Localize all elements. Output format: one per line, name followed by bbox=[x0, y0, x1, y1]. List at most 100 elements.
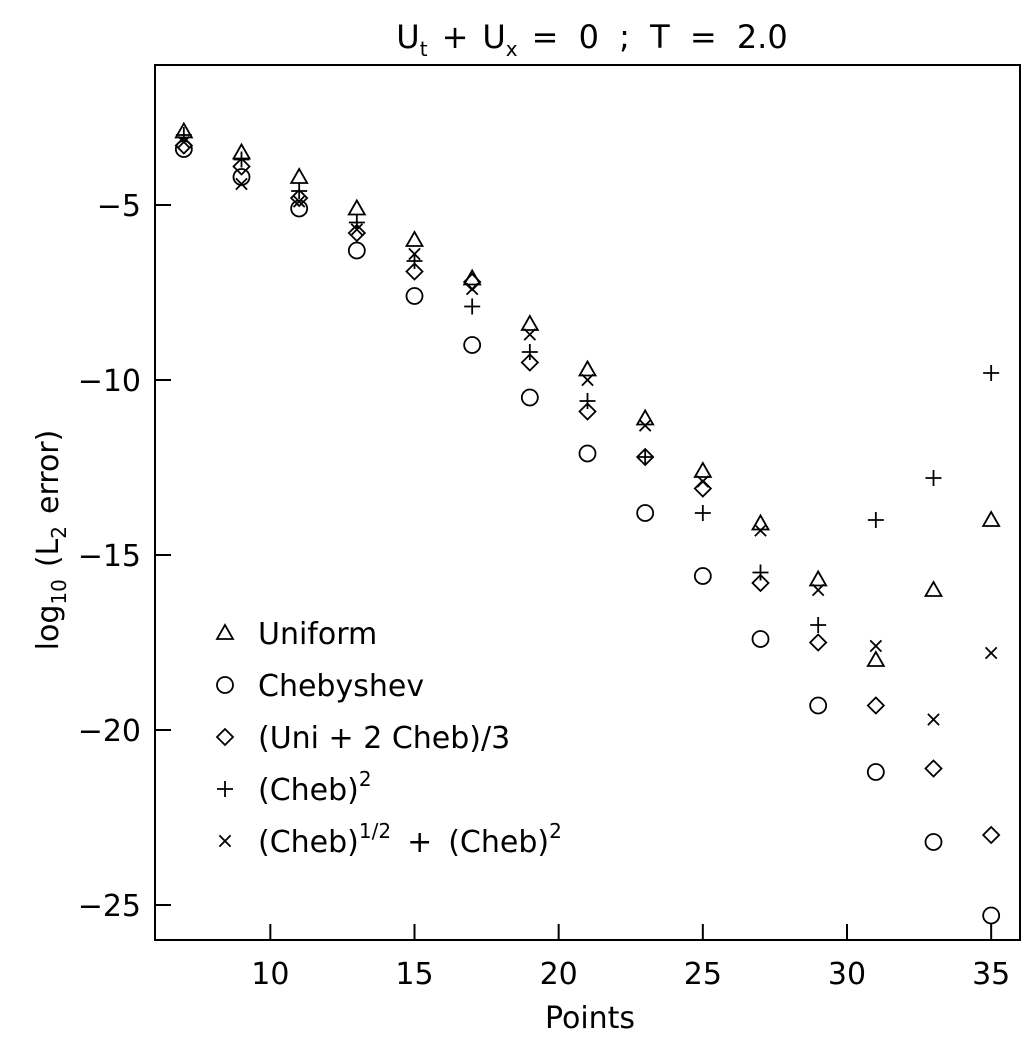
x-tick-label-25: 25 bbox=[684, 957, 722, 992]
y-tick-label-10: −10 bbox=[78, 364, 141, 399]
cheb2-point-13 bbox=[348, 214, 365, 231]
chart-title: Ut + Ux = 0 ; T = 2.0 bbox=[396, 18, 787, 61]
axis-ticks bbox=[155, 204, 993, 940]
legend-label-cheb2: (Cheb)2 bbox=[258, 767, 372, 808]
legend-marker-uniform bbox=[215, 623, 235, 640]
uniform-point-25 bbox=[693, 461, 713, 478]
chebyshev-point-35 bbox=[982, 906, 1001, 925]
chebhalf-point-11 bbox=[292, 195, 306, 208]
series-mix bbox=[174, 136, 1001, 845]
chebyshev-point-21 bbox=[578, 444, 597, 463]
chebyshev-point-11 bbox=[290, 199, 309, 218]
series-chebyshev bbox=[174, 140, 1001, 925]
cheb2-point-25 bbox=[694, 505, 711, 521]
legend-label-mix: (Uni + 2 Cheb)/3 bbox=[258, 721, 510, 756]
axis-tick-labels: 10 15 20 25 30 35 −5 −10 −15 −20 −25 bbox=[78, 189, 1011, 992]
mix-point-15 bbox=[405, 262, 424, 281]
y-tick-label-20: −20 bbox=[78, 714, 141, 749]
mix-point-11 bbox=[289, 188, 309, 208]
chebyshev-point-31 bbox=[866, 763, 885, 781]
y-title-open: (L bbox=[31, 538, 66, 567]
x-tick-label-20: 20 bbox=[540, 957, 578, 992]
legend-chebhalf-plus: + bbox=[407, 825, 432, 860]
chebyshev-point-33 bbox=[924, 833, 943, 851]
cheb2-point-11 bbox=[291, 183, 308, 199]
mix-point-13 bbox=[347, 223, 367, 243]
title-u2: U bbox=[482, 18, 505, 56]
cheb2-point-19 bbox=[521, 344, 538, 360]
y-title-log-sub: 10 bbox=[47, 579, 71, 604]
chebhalf-point-21 bbox=[581, 373, 594, 387]
chebhalf-point-31 bbox=[869, 639, 883, 653]
chebhalf-point-25 bbox=[696, 475, 710, 488]
x-tick-label-30: 30 bbox=[828, 957, 866, 992]
legend-cheb2-sup: 2 bbox=[359, 767, 372, 791]
cheb2-point-21 bbox=[579, 393, 596, 409]
uniform-point-17 bbox=[462, 268, 482, 286]
uniform-point-11 bbox=[289, 167, 309, 184]
y-title-l-sub: 2 bbox=[47, 526, 71, 539]
title-plus: + bbox=[442, 18, 469, 56]
legend-label-uniform: Uniform bbox=[258, 617, 377, 652]
y-tick-label-25: −25 bbox=[78, 889, 141, 924]
chebyshev-point-29 bbox=[809, 696, 828, 715]
mix-point-7 bbox=[174, 136, 194, 155]
chebyshev-point-19 bbox=[520, 388, 539, 407]
y-tick-label-5: −5 bbox=[97, 189, 141, 224]
uniform-point-19 bbox=[520, 314, 540, 331]
legend-marker-chebhalf bbox=[218, 834, 232, 848]
title-u: U bbox=[396, 18, 419, 56]
series-chebhalf bbox=[177, 135, 998, 726]
mix-point-29 bbox=[808, 633, 828, 652]
chebyshev-point-23 bbox=[636, 504, 655, 522]
cheb2-point-33 bbox=[925, 470, 942, 486]
x-tick-label-35: 35 bbox=[972, 957, 1010, 992]
title-u-sub-x: x bbox=[506, 37, 518, 61]
chebyshev-point-17 bbox=[463, 336, 482, 354]
uniform-point-27 bbox=[750, 513, 771, 531]
data-marks bbox=[174, 121, 1001, 925]
cheb2-point-23 bbox=[637, 449, 654, 465]
uniform-point-33 bbox=[923, 580, 944, 597]
y-title-close: error) bbox=[31, 430, 66, 514]
y-title-log: log bbox=[31, 605, 66, 651]
chebhalf-point-17 bbox=[465, 282, 479, 296]
y-axis-title: log10 (L2 error) bbox=[31, 430, 71, 651]
legend: Uniform Chebyshev (Uni + 2 Cheb)/3 (Cheb… bbox=[215, 617, 562, 860]
uniform-point-15 bbox=[404, 230, 425, 247]
cheb2-point-15 bbox=[406, 253, 423, 269]
chebhalf-point-27 bbox=[754, 524, 767, 537]
mix-point-33 bbox=[924, 759, 943, 778]
chebhalf-point-9 bbox=[235, 177, 248, 191]
chebhalf-point-13 bbox=[350, 223, 364, 236]
legend-marker-cheb2 bbox=[217, 781, 233, 797]
x-axis-title: Points bbox=[545, 1001, 635, 1036]
chebhalf-point-19 bbox=[523, 328, 537, 341]
chebyshev-point-9 bbox=[232, 168, 251, 186]
uniform-point-21 bbox=[577, 359, 598, 377]
legend-marker-chebyshev bbox=[216, 676, 234, 694]
legend-label-chebhalf: (Cheb)1/2 + (Cheb)2 bbox=[258, 819, 562, 860]
uniform-point-35 bbox=[981, 510, 1001, 527]
legend-marker-mix bbox=[215, 727, 235, 747]
mix-point-9 bbox=[232, 157, 251, 176]
mix-point-35 bbox=[981, 825, 1001, 845]
legend-cheb2-base: (Cheb) bbox=[258, 773, 359, 808]
legend-chebhalf-base2: (Cheb) bbox=[448, 825, 549, 860]
chebyshev-point-27 bbox=[751, 630, 770, 648]
legend-chebhalf-sup: 1/2 bbox=[359, 819, 391, 843]
cheb2-point-29 bbox=[810, 617, 827, 633]
chebhalf-point-15 bbox=[408, 247, 421, 261]
title-u-sub-t: t bbox=[420, 37, 428, 61]
legend-chebhalf-base: (Cheb) bbox=[258, 825, 359, 860]
x-tick-label-15: 15 bbox=[395, 957, 433, 992]
mix-point-31 bbox=[866, 696, 886, 715]
plot-frame bbox=[154, 64, 1021, 941]
uniform-point-13 bbox=[347, 198, 367, 216]
chebyshev-point-25 bbox=[693, 567, 712, 585]
chebyshev-point-15 bbox=[405, 287, 424, 305]
cheb2-point-31 bbox=[867, 512, 884, 528]
cheb2-point-35 bbox=[983, 365, 1000, 381]
chebhalf-point-7 bbox=[177, 135, 191, 149]
